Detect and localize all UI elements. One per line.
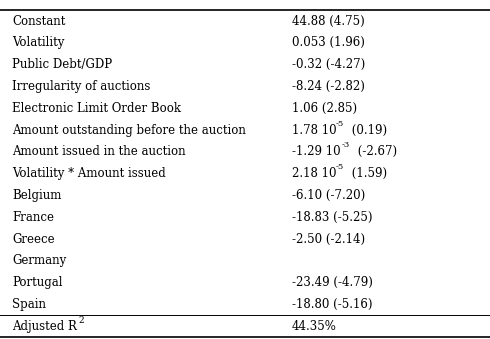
Text: Volatility: Volatility — [12, 36, 65, 49]
Text: -18.83 (-5.25): -18.83 (-5.25) — [292, 211, 372, 224]
Text: -1.29 10: -1.29 10 — [292, 145, 340, 158]
Text: (1.59): (1.59) — [348, 167, 387, 180]
Text: (-2.67): (-2.67) — [354, 145, 397, 158]
Text: -3: -3 — [342, 141, 350, 149]
Text: Germany: Germany — [12, 255, 67, 267]
Text: -8.24 (-2.82): -8.24 (-2.82) — [292, 80, 365, 93]
Text: 44.88 (4.75): 44.88 (4.75) — [292, 15, 364, 27]
Text: Public Debt/GDP: Public Debt/GDP — [12, 58, 112, 71]
Text: Belgium: Belgium — [12, 189, 62, 202]
Text: -0.32 (-4.27): -0.32 (-4.27) — [292, 58, 365, 71]
Text: Constant: Constant — [12, 15, 66, 27]
Text: (0.19): (0.19) — [348, 124, 387, 137]
Text: Adjusted R: Adjusted R — [12, 320, 77, 333]
Text: Amount issued in the auction: Amount issued in the auction — [12, 145, 186, 158]
Text: Spain: Spain — [12, 298, 46, 311]
Text: Portugal: Portugal — [12, 276, 63, 289]
Text: -2.50 (-2.14): -2.50 (-2.14) — [292, 233, 365, 246]
Text: 2: 2 — [78, 316, 84, 325]
Text: Greece: Greece — [12, 233, 55, 246]
Text: Amount outstanding before the auction: Amount outstanding before the auction — [12, 124, 246, 137]
Text: Electronic Limit Order Book: Electronic Limit Order Book — [12, 102, 181, 115]
Text: -5: -5 — [336, 120, 344, 127]
Text: -23.49 (-4.79): -23.49 (-4.79) — [292, 276, 372, 289]
Text: Irregularity of auctions: Irregularity of auctions — [12, 80, 150, 93]
Text: -5: -5 — [336, 163, 344, 171]
Text: 1.78 10: 1.78 10 — [292, 124, 336, 137]
Text: 0.053 (1.96): 0.053 (1.96) — [292, 36, 365, 49]
Text: 2.18 10: 2.18 10 — [292, 167, 336, 180]
Text: 1.06 (2.85): 1.06 (2.85) — [292, 102, 357, 115]
Text: Volatility * Amount issued: Volatility * Amount issued — [12, 167, 166, 180]
Text: France: France — [12, 211, 54, 224]
Text: 44.35%: 44.35% — [292, 320, 337, 333]
Text: -6.10 (-7.20): -6.10 (-7.20) — [292, 189, 365, 202]
Text: -18.80 (-5.16): -18.80 (-5.16) — [292, 298, 372, 311]
